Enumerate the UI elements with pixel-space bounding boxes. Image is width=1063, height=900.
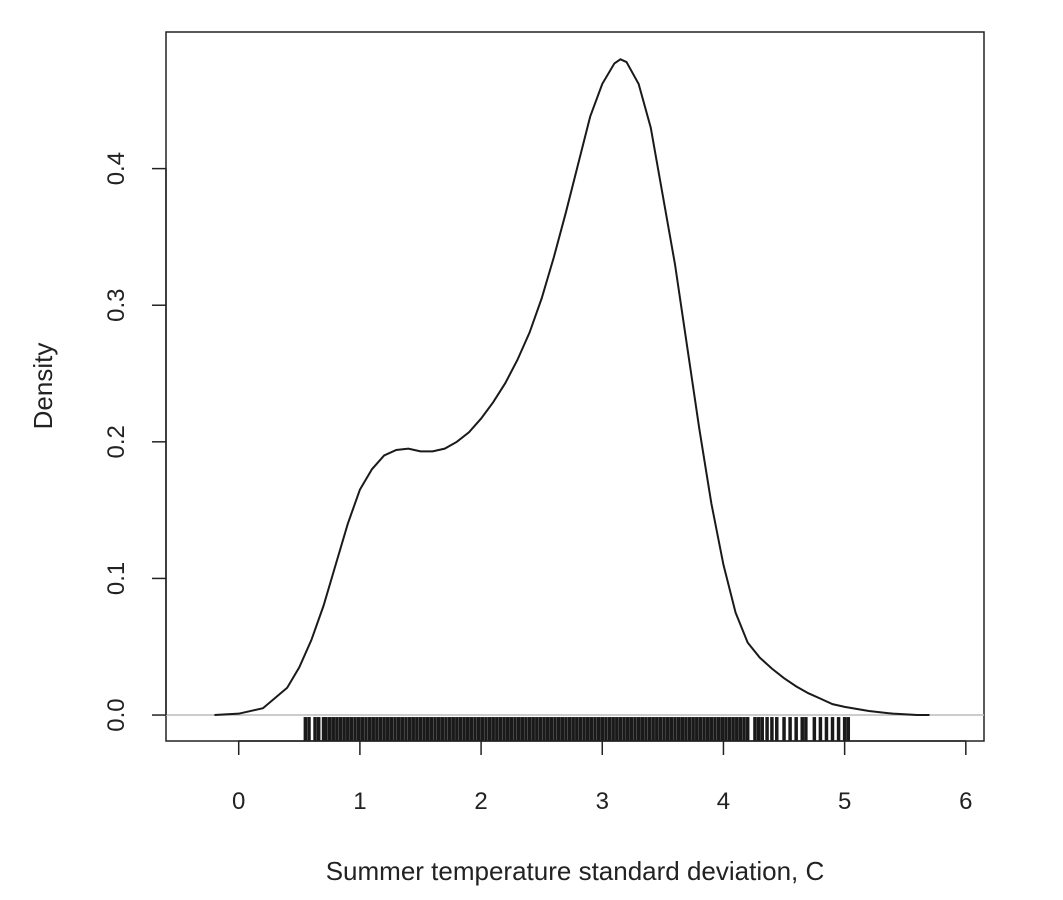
x-tick-label: 2	[474, 788, 487, 815]
y-tick-label: 0.2	[103, 425, 130, 458]
rug-layer	[303, 717, 851, 741]
x-tick-label: 3	[596, 788, 609, 815]
y-tick-label: 0.4	[103, 152, 130, 185]
plot-frame	[165, 31, 985, 742]
x-tick-label: 4	[717, 788, 730, 815]
y-tick-label: 0.1	[103, 562, 130, 595]
y-tick-label: 0.3	[103, 289, 130, 322]
y-axis: 0.0 0.1 0.2 0.3 0.4	[103, 152, 167, 732]
x-tick-label: 1	[353, 788, 366, 815]
y-axis-label: Density	[28, 343, 58, 430]
x-tick-label: 5	[838, 788, 851, 815]
x-axis: 0 1 2 3 4 5 6	[232, 740, 973, 815]
x-tick-label: 0	[232, 788, 245, 815]
x-tick-label: 6	[959, 788, 972, 815]
x-axis-label: Summer temperature standard deviation, C	[326, 856, 825, 886]
density-curve	[214, 58, 930, 717]
y-tick-label: 0.0	[103, 698, 130, 731]
